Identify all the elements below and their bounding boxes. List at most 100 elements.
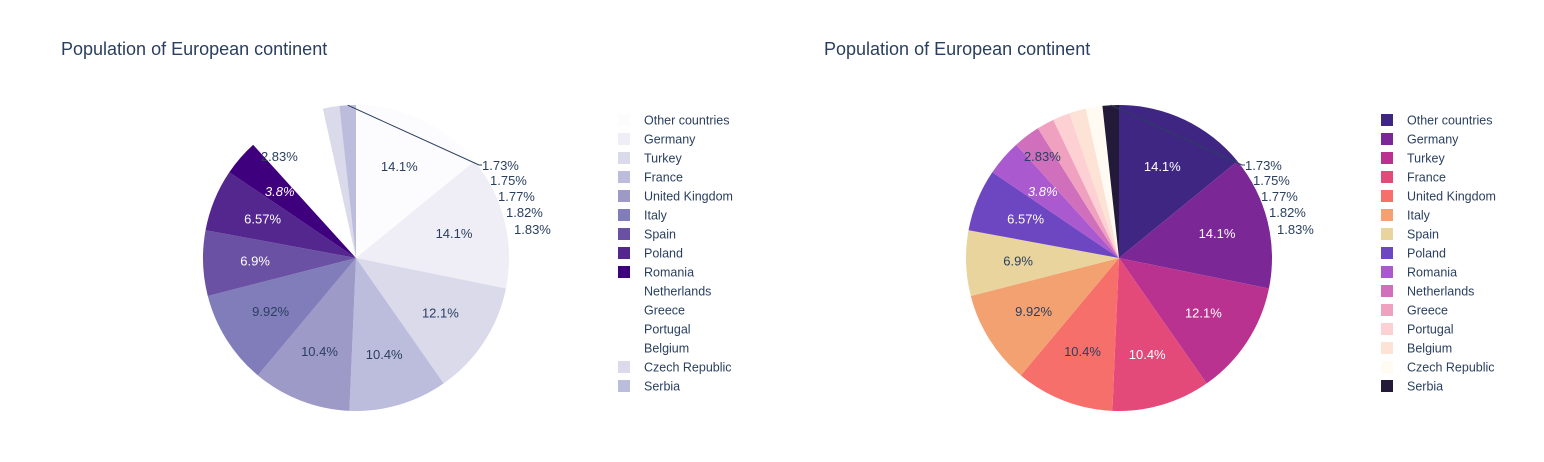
legend-item[interactable]: Germany	[618, 133, 696, 147]
legend-label: Czech Republic	[1407, 361, 1495, 375]
legend-swatch	[1381, 171, 1393, 183]
legend-item[interactable]: Turkey	[618, 152, 682, 166]
pie-slice-greece[interactable]	[1037, 119, 1119, 258]
pie-slice-portugal[interactable]	[1053, 113, 1119, 258]
pie-slice-romania[interactable]	[229, 144, 356, 258]
legend-item[interactable]: Romania	[1381, 266, 1457, 280]
pie-slice-poland[interactable]	[205, 172, 356, 258]
pie-slice-turkey[interactable]	[356, 258, 506, 384]
legend-label: Turkey	[1407, 152, 1445, 166]
legend-item[interactable]: Spain	[1381, 228, 1439, 242]
slice-label: 1.75%	[1253, 173, 1290, 188]
legend-label: Turkey	[644, 152, 682, 166]
pie-slice-other-countries[interactable]	[356, 105, 475, 258]
legend-item[interactable]: Turkey	[1381, 152, 1445, 166]
legend-swatch	[1381, 361, 1393, 373]
slice-label: 1.82%	[1269, 205, 1306, 220]
legend-label: Portugal	[644, 323, 691, 337]
legend-item[interactable]: Portugal	[1381, 323, 1454, 337]
legend-swatch	[618, 361, 630, 373]
slice-label: 12.1%	[422, 305, 459, 320]
pie-slice-turkey[interactable]	[1119, 258, 1269, 384]
pie-slice-portugal[interactable]	[290, 113, 356, 258]
slice-label: 6.9%	[240, 254, 270, 269]
legend-item[interactable]: Czech Republic	[1381, 361, 1495, 375]
pie-slice-belgium[interactable]	[1069, 108, 1119, 258]
pie-slice-spain[interactable]	[202, 230, 356, 296]
pie-slices	[965, 105, 1272, 412]
pie-slice-czech-republic[interactable]	[1085, 105, 1119, 259]
legend-label: United Kingdom	[644, 190, 733, 204]
legend-item[interactable]: France	[618, 171, 683, 185]
legend-item[interactable]: Greece	[1381, 304, 1448, 318]
slice-label: 1.83%	[514, 222, 551, 237]
pie-slice-united-kingdom[interactable]	[1020, 258, 1119, 411]
legend-item[interactable]: Other countries	[618, 114, 729, 128]
legend-item[interactable]: Spain	[618, 228, 676, 242]
legend-item[interactable]: Italy	[1381, 209, 1431, 223]
legend-swatch	[618, 342, 630, 354]
pie-slice-italy[interactable]	[970, 258, 1119, 376]
legend-swatch	[618, 285, 630, 297]
legend-item[interactable]: Poland	[1381, 247, 1446, 261]
slice-label: 2.83%	[261, 149, 298, 164]
legend-item[interactable]: France	[1381, 171, 1446, 185]
legend-item[interactable]: Serbia	[618, 380, 680, 394]
legend-label: Netherlands	[1407, 285, 1474, 299]
legend-swatch	[1381, 190, 1393, 202]
slice-label: 1.77%	[1261, 189, 1298, 204]
pie-slice-united-kingdom[interactable]	[257, 258, 356, 411]
legend-item[interactable]: Belgium	[618, 342, 689, 356]
legend-item[interactable]: Belgium	[1381, 342, 1452, 356]
legend-item[interactable]: United Kingdom	[618, 190, 733, 204]
legend-item[interactable]: Germany	[1381, 133, 1459, 147]
legend-label: Germany	[644, 133, 696, 147]
pie-slice-other-countries[interactable]	[1119, 105, 1238, 258]
legend-label: Romania	[1407, 266, 1457, 280]
legend-item[interactable]: Poland	[618, 247, 683, 261]
legend-swatch	[1381, 152, 1393, 164]
pie-slice-netherlands[interactable]	[253, 128, 356, 258]
legend-item[interactable]: Greece	[618, 304, 685, 318]
legend-item[interactable]: Other countries	[1381, 114, 1492, 128]
pie-slice-germany[interactable]	[356, 161, 509, 289]
slice-label: 1.73%	[482, 158, 519, 173]
legend-item[interactable]: Czech Republic	[618, 361, 732, 375]
pie-slice-spain[interactable]	[965, 230, 1119, 296]
pie-slice-greece[interactable]	[274, 119, 356, 258]
pie-slice-poland[interactable]	[968, 172, 1119, 258]
pie-slice-belgium[interactable]	[306, 108, 356, 258]
pie-slice-czech-republic[interactable]	[322, 105, 356, 259]
slice-label: 14.1%	[1144, 159, 1181, 174]
legend-item[interactable]: Romania	[618, 266, 694, 280]
legend-item[interactable]: United Kingdom	[1381, 190, 1496, 204]
slice-label: 6.57%	[244, 212, 281, 227]
legend-label: Italy	[1407, 209, 1431, 223]
slice-label: 14.1%	[1199, 226, 1236, 241]
pie-slices	[202, 105, 509, 412]
legend-swatch	[1381, 114, 1393, 126]
pie-slice-france[interactable]	[1112, 258, 1207, 412]
legend: Other countries Germany Turkey France United…	[618, 114, 733, 394]
pie-slice-italy[interactable]	[207, 258, 356, 376]
legend-swatch	[618, 228, 630, 240]
pie-slice-romania[interactable]	[992, 144, 1119, 258]
legend-swatch	[1381, 380, 1393, 392]
legend-item[interactable]: Netherlands	[618, 285, 711, 299]
chart-title: Population of European continent	[824, 39, 1090, 59]
legend-label: Other countries	[644, 114, 729, 128]
pie-slice-serbia[interactable]	[1102, 105, 1119, 258]
slice-label: 10.4%	[301, 344, 338, 359]
legend-item[interactable]: Netherlands	[1381, 285, 1474, 299]
legend-label: France	[644, 171, 683, 185]
pie-labels: 14.1% 14.1% 12.1% 10.4% 10.4% 9.92% 6.9% 6.57% 3…	[240, 104, 551, 362]
legend-item[interactable]: Portugal	[618, 323, 691, 337]
pie-slice-france[interactable]	[349, 258, 444, 412]
pie-slice-netherlands[interactable]	[1016, 128, 1119, 258]
pie-slice-serbia[interactable]	[339, 105, 356, 258]
legend-item[interactable]: Italy	[618, 209, 668, 223]
legend-swatch	[1381, 209, 1393, 221]
legend-label: Other countries	[1407, 114, 1492, 128]
pie-slice-germany[interactable]	[1119, 161, 1272, 289]
legend-item[interactable]: Serbia	[1381, 380, 1443, 394]
